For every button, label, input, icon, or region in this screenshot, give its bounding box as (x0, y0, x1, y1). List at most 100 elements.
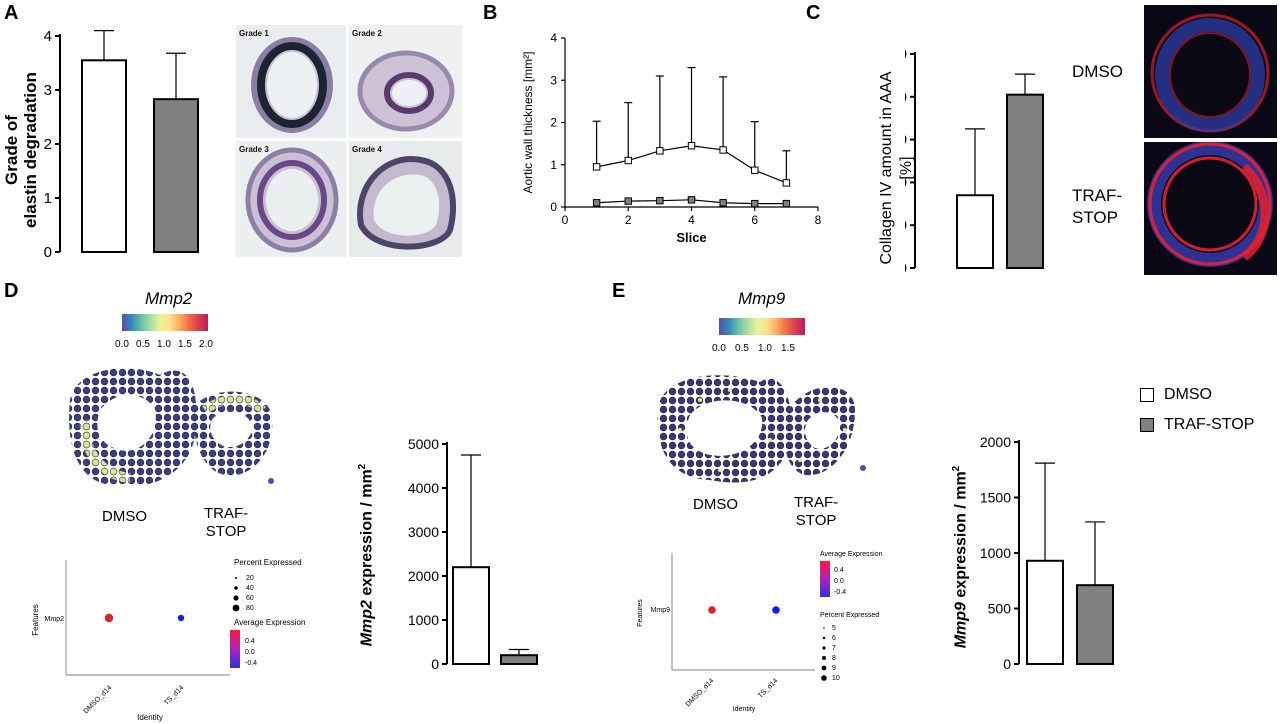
y-tick-label: 20 (905, 174, 907, 191)
panel-e-colorscale-ticks: 0.0 0.5 1.0 1.5 (712, 343, 795, 354)
series-line-dmso (596, 145, 787, 184)
x-tick-label: 8 (815, 213, 822, 227)
x-tick-label: 0 (562, 213, 569, 227)
panel-d-colorscale-ticks: 0.0 0.5 1.0 1.5 2.0 (115, 339, 213, 350)
panel-e-spatial-tissue (657, 375, 866, 483)
data-point (592, 199, 601, 207)
collagen-stain-image-traf (1144, 142, 1277, 275)
y-tick-label: 500 (988, 601, 1012, 617)
panel-c-traf-label: TRAF- STOP (1072, 186, 1123, 227)
y-tick-label: 0 (431, 656, 439, 672)
panel-label-a: A (4, 2, 19, 24)
grade-3-label: Grade 3 (239, 145, 269, 154)
data-point (782, 199, 791, 208)
svg-text:20: 20 (246, 575, 254, 582)
y-tick-label: 0 (905, 260, 907, 277)
x-tick-label: 6 (751, 213, 758, 227)
bar-dmso (956, 194, 994, 270)
scale-tick: 1.0 (157, 339, 171, 350)
svg-text:0.0: 0.0 (245, 649, 255, 656)
svg-text:0.0: 0.0 (834, 578, 844, 585)
svg-text:10: 10 (832, 675, 840, 682)
bar-traf (500, 654, 538, 665)
y-tick-label: 4 (550, 31, 557, 45)
dotplot-group-label: TS_d14 (163, 684, 185, 706)
y-tick-label: 0 (1003, 656, 1011, 672)
bar-traf (1076, 584, 1114, 665)
data-point (656, 147, 664, 155)
y-tick-label: 50 (905, 46, 907, 63)
panel-d-colorscale (122, 314, 208, 331)
y-tick-label: 1000 (980, 545, 1011, 561)
y-tick-label: 1 (550, 158, 557, 172)
panel-b-line-chart: 0 1 2 3 4 0 2 4 6 8 Slice Aortic wall thickness [mm… (521, 31, 822, 245)
x-tick-label: 2 (625, 213, 632, 227)
y-tick-label: 40 (905, 89, 907, 106)
dotplot-x-title: Identity (733, 706, 756, 713)
scale-tick: 0.5 (136, 339, 150, 350)
scale-tick: 1.0 (758, 343, 772, 354)
y-tick-label: 1500 (980, 490, 1011, 506)
y-tick-label: 4000 (408, 480, 439, 496)
panel-e-tissue-traf-label: TRAF- STOP (794, 494, 839, 529)
panel-d-bar-chart: 0 1000 2000 3000 4000 5000 (408, 436, 538, 672)
dotplot-x-title: Identity (137, 713, 163, 722)
svg-text:40: 40 (246, 585, 254, 592)
data-point (719, 199, 727, 207)
panel-d-spatial-tissue (69, 368, 274, 486)
elastin-histology-image (236, 25, 462, 257)
dotplot-group-label: TS_d14 (757, 677, 779, 699)
grade-2-label: Grade 2 (352, 29, 382, 38)
panel-e-colorscale (719, 318, 805, 335)
y-tick-label: 2 (550, 116, 557, 130)
legend-dmso: DMSO (1140, 386, 1212, 404)
dotplot-dot-dmso (708, 606, 716, 614)
panel-a-y-axis-label: Grade of elastin degradation (2, 72, 40, 228)
dotplot-feature-label: Mmp2 (45, 616, 65, 623)
svg-text:0.4: 0.4 (834, 567, 844, 574)
data-point (751, 199, 759, 208)
svg-text:0.4: 0.4 (245, 638, 255, 645)
panel-c-dmso-label: DMSO (1072, 62, 1123, 81)
svg-text:80: 80 (246, 605, 254, 612)
y-axis-label: Aortic wall thickness [mm²] (521, 51, 535, 193)
y-tick-label: 0 (44, 244, 52, 261)
x-tick-label: 4 (688, 213, 695, 227)
panel-label-c: C (806, 2, 821, 24)
panel-label-e: E (612, 280, 626, 302)
data-point (782, 179, 791, 187)
data-point (687, 196, 696, 204)
scale-tick: 1.5 (178, 339, 192, 350)
scale-tick: 2.0 (199, 339, 213, 350)
data-point (719, 146, 727, 154)
panel-e-gene-title: Mmp9 (738, 289, 786, 308)
panel-d-tissue-traf-label: TRAF- STOP (204, 505, 249, 540)
scale-tick: 0.0 (115, 339, 129, 350)
grade-1-label: Grade 1 (239, 29, 269, 38)
svg-text:6: 6 (832, 635, 836, 642)
y-tick-label: 3 (44, 82, 52, 99)
dotplot-dot-traf (772, 606, 780, 614)
panel-label-d: D (4, 280, 19, 302)
svg-text:-0.4: -0.4 (834, 589, 846, 596)
dotplot-feature-label: Mmp9 (651, 607, 671, 614)
svg-text:5: 5 (832, 625, 836, 632)
bar-traf (153, 98, 199, 254)
bar-dmso (1026, 559, 1064, 666)
legend-traf: TRAF-STOP (1140, 416, 1254, 434)
dotplot-pct-title: Percent Expressed (820, 612, 879, 619)
bar-dmso (81, 59, 127, 253)
data-point (624, 156, 632, 165)
data-point (687, 142, 696, 150)
data-point (656, 196, 664, 205)
data-point (592, 163, 601, 171)
panel-e-bar-chart: 0 500 1000 1500 2000 (980, 434, 1114, 672)
dotplot-y-title: Features (637, 599, 644, 627)
y-tick-label: 2000 (980, 434, 1011, 450)
y-tick-label: 5000 (408, 436, 439, 452)
y-tick-label: 10 (905, 217, 907, 234)
dotplot-dot-dmso (104, 613, 114, 623)
y-tick-label: 3 (550, 73, 557, 87)
x-axis-label: Slice (676, 230, 706, 245)
data-point (751, 166, 759, 174)
